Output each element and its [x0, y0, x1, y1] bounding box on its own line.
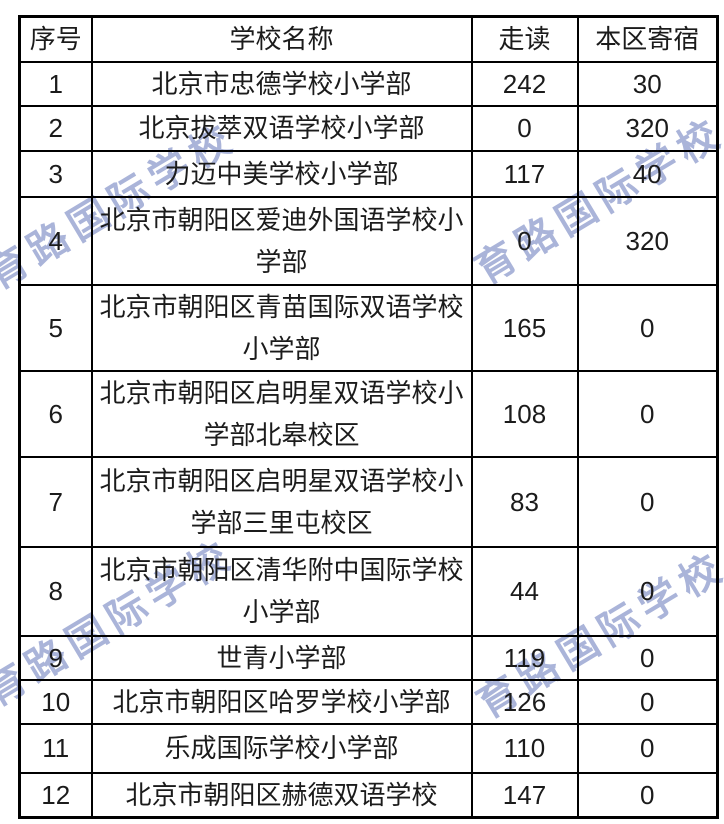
- table-row: 12 北京市朝阳区赫德双语学校 147 0: [18, 771, 719, 819]
- table-row: 4 北京市朝阳区爱迪外国语学校小学部 0 320: [18, 195, 719, 286]
- cell-day: 242: [470, 60, 579, 107]
- cell-boarding: 0: [576, 678, 719, 725]
- cell-no: 6: [18, 369, 93, 458]
- cell-boarding: 0: [576, 283, 719, 372]
- col-header-boarding: 本区寄宿: [576, 15, 719, 63]
- cell-boarding: 0: [576, 634, 719, 681]
- cell-day: 165: [470, 283, 579, 372]
- cell-day: 119: [470, 634, 579, 681]
- cell-boarding: 30: [576, 60, 719, 107]
- cell-no: 1: [18, 60, 93, 107]
- table-row: 8 北京市朝阳区清华附中国际学校小学部 44 0: [18, 545, 719, 637]
- cell-day: 0: [470, 104, 579, 152]
- cell-name: 北京市朝阳区清华附中国际学校小学部: [90, 545, 473, 637]
- col-header-name: 学校名称: [90, 15, 473, 63]
- cell-day: 126: [470, 678, 579, 725]
- cell-day: 0: [470, 195, 579, 286]
- cell-day: 147: [470, 771, 579, 819]
- table-row: 2 北京拔萃双语学校小学部 0 320: [18, 104, 719, 152]
- cell-no: 11: [18, 722, 93, 774]
- cell-name: 世青小学部: [90, 634, 473, 681]
- cell-name: 北京市朝阳区哈罗学校小学部: [90, 678, 473, 725]
- cell-name: 北京市朝阳区启明星双语学校小学部北皋校区: [90, 369, 473, 458]
- table-row: 1 北京市忠德学校小学部 242 30: [18, 60, 719, 107]
- cell-boarding: 0: [576, 722, 719, 774]
- cell-name: 北京市朝阳区赫德双语学校: [90, 771, 473, 819]
- cell-no: 3: [18, 149, 93, 198]
- cell-name: 力迈中美学校小学部: [90, 149, 473, 198]
- cell-boarding: 40: [576, 149, 719, 198]
- cell-boarding: 0: [576, 455, 719, 548]
- table-row: 7 北京市朝阳区启明星双语学校小学部三里屯校区 83 0: [18, 455, 719, 548]
- table-row: 3 力迈中美学校小学部 117 40: [18, 149, 719, 198]
- cell-day: 83: [470, 455, 579, 548]
- cell-no: 5: [18, 283, 93, 372]
- cell-no: 8: [18, 545, 93, 637]
- col-header-day: 走读: [470, 15, 579, 63]
- cell-no: 2: [18, 104, 93, 152]
- cell-no: 10: [18, 678, 93, 725]
- table-row: 6 北京市朝阳区启明星双语学校小学部北皋校区 108 0: [18, 369, 719, 458]
- cell-name: 北京市朝阳区爱迪外国语学校小学部: [90, 195, 473, 286]
- cell-day: 44: [470, 545, 579, 637]
- cell-name: 北京市忠德学校小学部: [90, 60, 473, 107]
- table-row: 5 北京市朝阳区青苗国际双语学校小学部 165 0: [18, 283, 719, 372]
- table-row: 10 北京市朝阳区哈罗学校小学部 126 0: [18, 678, 719, 725]
- cell-name: 北京市朝阳区青苗国际双语学校小学部: [90, 283, 473, 372]
- cell-name: 乐成国际学校小学部: [90, 722, 473, 774]
- cell-boarding: 0: [576, 771, 719, 819]
- table-row: 9 世青小学部 119 0: [18, 634, 719, 681]
- cell-boarding: 320: [576, 104, 719, 152]
- cell-day: 117: [470, 149, 579, 198]
- cell-boarding: 0: [576, 545, 719, 637]
- table-row: 11 乐成国际学校小学部 110 0: [18, 722, 719, 774]
- col-header-no: 序号: [18, 15, 93, 63]
- cell-day: 110: [470, 722, 579, 774]
- cell-no: 12: [18, 771, 93, 819]
- cell-no: 4: [18, 195, 93, 286]
- cell-boarding: 320: [576, 195, 719, 286]
- cell-name: 北京拔萃双语学校小学部: [90, 104, 473, 152]
- cell-no: 7: [18, 455, 93, 548]
- cell-boarding: 0: [576, 369, 719, 458]
- cell-day: 108: [470, 369, 579, 458]
- enrollment-table: 序号 学校名称 走读 本区寄宿 1 北京市忠德学校小学部 242 30 2 北京…: [18, 15, 719, 819]
- cell-no: 9: [18, 634, 93, 681]
- cell-name: 北京市朝阳区启明星双语学校小学部三里屯校区: [90, 455, 473, 548]
- header-row: 序号 学校名称 走读 本区寄宿: [18, 15, 719, 63]
